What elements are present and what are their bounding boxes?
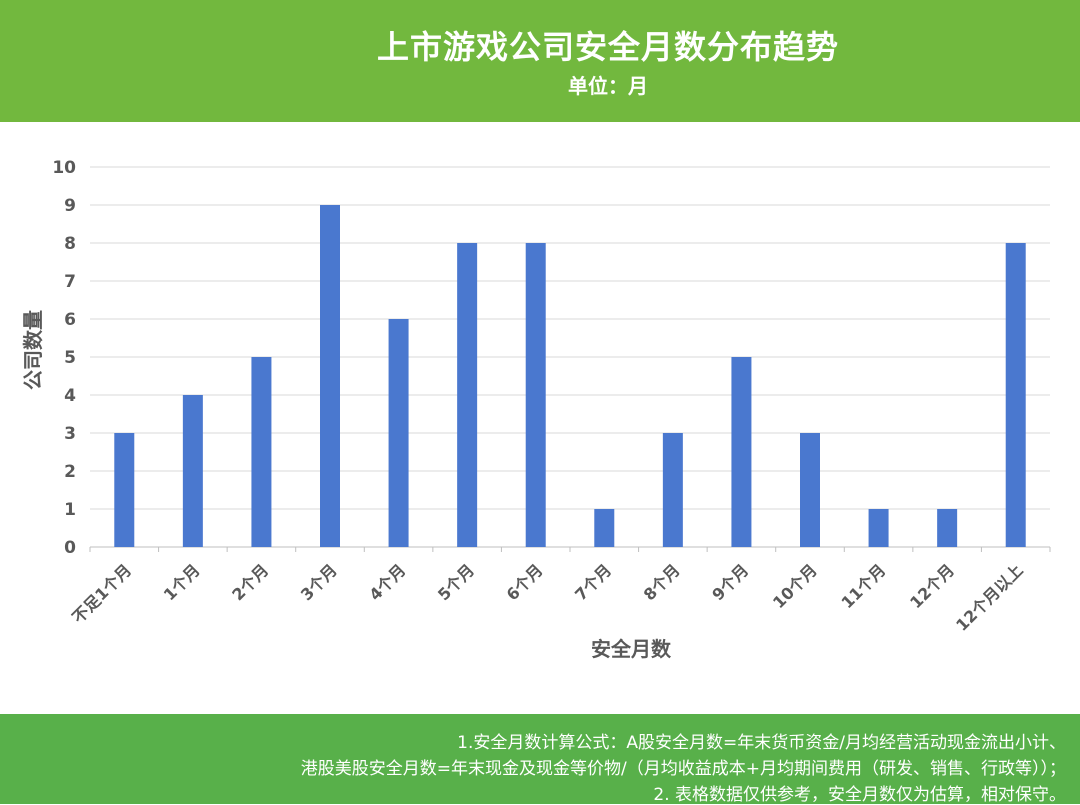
footnote-2: 港股美股安全月数=年末现金及现金等价物/（月均收益成本+月均期间费用（研发、销售… [300,759,1066,779]
footnote-1: 1.安全月数计算公式：A股安全月数=年末货币资金/月均经营活动现金流出小计、 [457,733,1066,753]
bar [320,205,340,547]
y-axis-label: 公司数量 [21,310,45,390]
x-tick-label: 5个月 [434,560,478,604]
x-tick-label: 1个月 [160,560,204,604]
x-tick-label: 11个月 [838,560,890,612]
x-tick-label: 3个月 [297,560,341,604]
y-tick-label: 7 [64,272,76,292]
x-tick-label: 12个月以上 [952,560,1026,634]
y-tick-label: 5 [64,348,76,368]
x-tick-label: 8个月 [640,560,684,604]
chart-header: 上市游戏公司安全月数分布趋势 单位：月 [0,0,1080,122]
bar [251,357,272,547]
bars [114,205,1026,547]
gridlines [89,166,1051,552]
bar [114,433,135,547]
x-tick-label: 不足1个月 [69,560,136,627]
chart-title: 上市游戏公司安全月数分布趋势 [376,28,839,66]
bar [731,357,752,547]
bar [525,243,546,547]
chart-subtitle: 单位：月 [568,74,648,98]
x-tick-label: 7个月 [571,560,615,604]
bar [457,243,478,547]
x-tick-label: 12个月 [906,560,958,612]
x-axis-label: 安全月数 [591,637,672,661]
x-tick-label: 6个月 [503,560,547,604]
x-tick-label: 10个月 [769,560,821,612]
bar [594,509,615,547]
x-tick-label: 4个月 [365,560,409,604]
bar [800,433,820,547]
y-tick-label: 4 [64,386,76,406]
x-tick-label: 9个月 [708,560,752,604]
bar-chart: 0 1 2 3 4 5 6 7 8 9 10 不足1个月 1个月 2个月 3个月 4个月 5个月 6个月 7个月 8… [21,158,1051,661]
y-tick-label: 8 [64,234,76,254]
footer-notes: 1.安全月数计算公式：A股安全月数=年末货币资金/月均经营活动现金流出小计、 港… [0,714,1080,805]
bar [868,509,889,547]
y-tick-label: 9 [64,196,76,216]
y-tick-label: 2 [64,462,76,482]
footnote-3: 2. 表格数据仅供参考，安全月数仅为估算，相对保守。 [653,785,1066,805]
bar [182,395,203,547]
chart-area: 0 1 2 3 4 5 6 7 8 9 10 不足1个月 1个月 2个月 3个月 4个月 5个月 6个月 7个月 8… [0,122,1080,714]
bar [388,319,409,547]
y-tick-label: 1 [64,500,76,520]
x-tick-label: 2个月 [228,560,272,604]
y-tick-label: 10 [52,158,76,178]
y-axis-ticks: 0 1 2 3 4 5 6 7 8 9 10 [52,158,76,558]
y-tick-label: 0 [64,538,76,558]
bar [937,509,958,547]
bar [1005,243,1026,547]
x-axis-ticks: 不足1个月 1个月 2个月 3个月 4个月 5个月 6个月 7个月 8个月 9个月 10个月 11个月… [69,560,1027,634]
y-tick-label: 3 [64,424,76,444]
y-tick-label: 6 [64,310,76,330]
bar [662,433,683,547]
